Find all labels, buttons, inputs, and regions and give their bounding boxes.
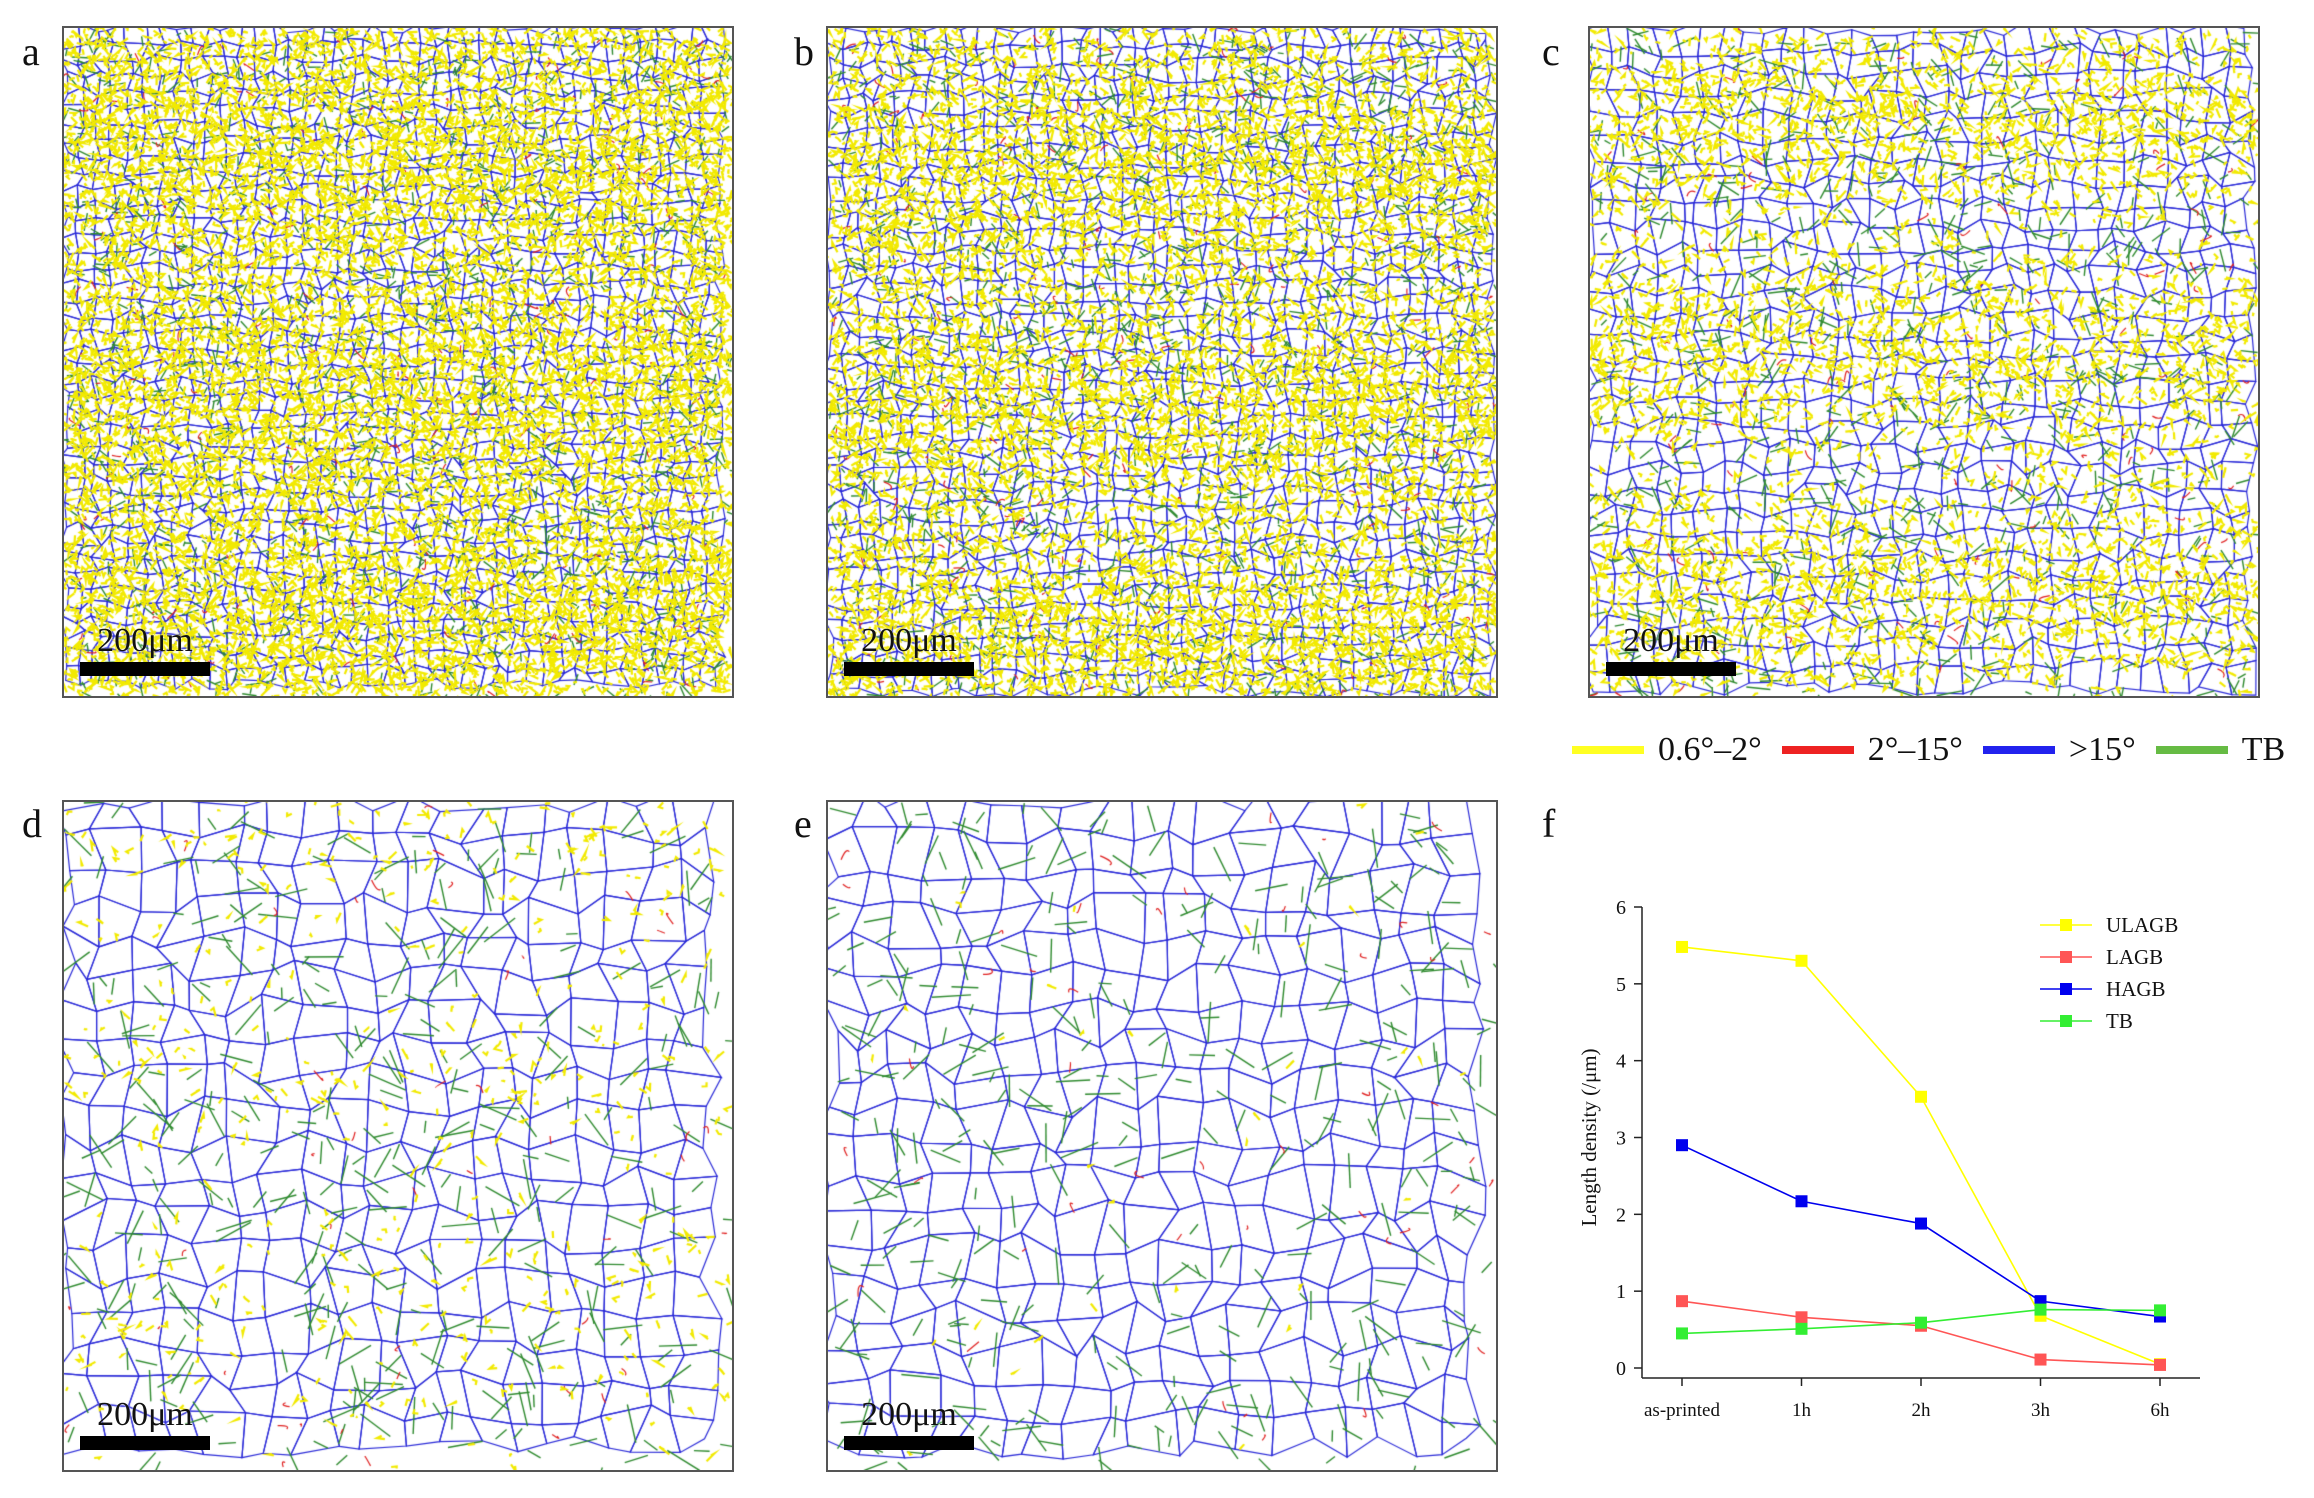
scale-bar-e: 200μm: [844, 1398, 974, 1450]
x-tick-label: 1h: [1792, 1400, 1812, 1421]
length-density-chart: 0 1 2 3 4 5 6 as-printed 1h 2h 3h 6h Length density …: [1560, 860, 2240, 1460]
x-tick-label: 3h: [2031, 1400, 2051, 1421]
scale-bar-label-a: 200μm: [97, 622, 193, 659]
data-point-hagb: [1795, 1195, 1808, 1208]
legend-swatch-red: [1781, 746, 1854, 754]
legend-label-ulagb: ULAGB: [2106, 913, 2178, 937]
panel-label-b: b: [794, 29, 814, 74]
scale-bar-line-c: [1606, 662, 1736, 676]
y-tick-label: 2: [1616, 1204, 1626, 1226]
legend-marker-lagb: [2060, 951, 2072, 963]
grain-boundary-map-e: [828, 802, 1496, 1470]
data-point-tb: [1795, 1322, 1808, 1335]
chart-legend: ULAGB LAGB HAGB TB: [2040, 913, 2178, 1033]
panel-label-e: e: [794, 801, 812, 846]
data-point-lagb: [2154, 1358, 2166, 1371]
boundary-legend: 0.6°–2° 2°–15° >15° TB: [1572, 726, 2285, 774]
scale-bar-label-b: 200μm: [861, 622, 957, 659]
legend-marker-ulagb: [2060, 919, 2072, 931]
scale-bar-label-e: 200μm: [861, 1396, 957, 1433]
data-point-ulagb: [1795, 954, 1808, 967]
y-tick-label: 5: [1616, 974, 1626, 996]
legend-item-tb: TB: [2155, 731, 2286, 769]
legend-swatch-yellow: [1572, 746, 1644, 754]
legend-swatch-blue: [1982, 746, 2055, 754]
data-point-lagb: [2034, 1353, 2047, 1366]
data-point-tb: [2034, 1303, 2047, 1316]
scale-bar-label-d: 200μm: [97, 1396, 193, 1433]
x-tick-label: 6h: [2151, 1400, 2171, 1421]
legend-label-hagb: HAGB: [2106, 977, 2166, 1001]
data-point-tb: [2154, 1304, 2166, 1317]
legend-marker-tb: [2060, 1015, 2072, 1027]
chart-series: [1676, 940, 2166, 1371]
y-tick-label: 1: [1616, 1281, 1626, 1303]
y-tick-label: 0: [1616, 1358, 1626, 1380]
panel-label-c: c: [1542, 29, 1560, 74]
ebsd-map-b: 200μm: [826, 26, 1498, 698]
x-tick-label: 2h: [1912, 1400, 1932, 1421]
data-point-tb: [1676, 1327, 1688, 1340]
data-point-hagb: [1915, 1217, 1927, 1230]
legend-item-hagb: >15°: [1982, 731, 2136, 769]
data-point-ulagb: [1915, 1090, 1927, 1103]
ebsd-map-a: 200μm: [62, 26, 734, 698]
grain-boundary-map-c: [1590, 28, 2258, 696]
scale-bar-d: 200μm: [80, 1398, 210, 1450]
legend-label-ulagb: 0.6°–2°: [1658, 731, 1762, 768]
legend-label-tb: TB: [2241, 731, 2286, 768]
chart-background: [1560, 860, 2240, 1460]
panel-label-a: a: [22, 29, 40, 74]
scale-bar-b: 200μm: [844, 624, 974, 676]
scale-bar-line-d: [80, 1436, 210, 1450]
data-point-hagb: [1676, 1139, 1688, 1152]
panel-label-d: d: [22, 801, 42, 846]
y-tick-label: 3: [1616, 1128, 1626, 1150]
grain-boundary-map-d: [64, 802, 732, 1470]
y-axis-label: Length density (/μm): [1577, 1048, 1601, 1226]
data-point-lagb: [1795, 1311, 1808, 1324]
ebsd-map-d: 200μm: [62, 800, 734, 1472]
chart-axes: 0 1 2 3 4 5 6 as-printed 1h 2h 3h 6h Length density …: [1577, 897, 2200, 1421]
legend-label-hagb: >15°: [2068, 731, 2136, 768]
data-point-lagb: [1676, 1295, 1688, 1308]
grain-boundary-map-b: [828, 28, 1496, 696]
legend-label-lagb: 2°–15°: [1867, 731, 1963, 768]
legend-label-lagb: LAGB: [2106, 945, 2163, 969]
y-tick-label: 4: [1616, 1051, 1626, 1073]
ebsd-map-c: 200μm: [1588, 26, 2260, 698]
data-point-ulagb: [1676, 940, 1688, 953]
legend-item-ulagb: 0.6°–2°: [1572, 731, 1762, 769]
legend-item-lagb: 2°–15°: [1781, 731, 1963, 769]
y-tick-label: 6: [1616, 897, 1626, 919]
grain-boundary-map-a: [64, 28, 732, 696]
legend-marker-hagb: [2060, 983, 2072, 995]
data-point-tb: [1915, 1316, 1927, 1329]
x-tick-label: as-printed: [1644, 1400, 1720, 1421]
scale-bar-line-a: [80, 662, 210, 676]
legend-label-tb: TB: [2106, 1009, 2133, 1033]
legend-swatch-green: [2155, 746, 2228, 754]
scale-bar-line-b: [844, 662, 974, 676]
scale-bar-label-c: 200μm: [1623, 622, 1719, 659]
panel-label-f: f: [1542, 801, 1556, 846]
scale-bar-line-e: [844, 1436, 974, 1450]
scale-bar-a: 200μm: [80, 624, 210, 676]
scale-bar-c: 200μm: [1606, 624, 1736, 676]
ebsd-map-e: 200μm: [826, 800, 1498, 1472]
